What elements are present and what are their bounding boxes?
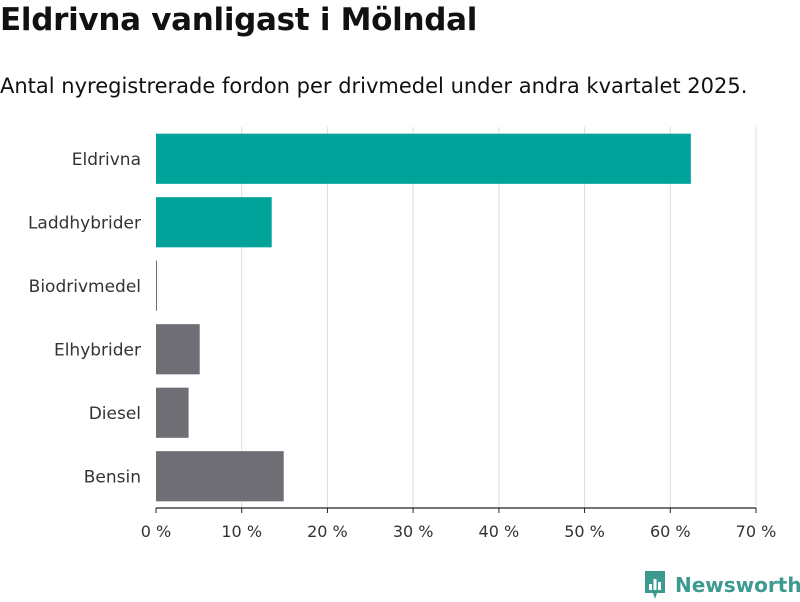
newsworthy-logo: Newsworthy — [643, 568, 800, 602]
bar — [156, 133, 691, 184]
newsworthy-logo-text: Newsworthy — [675, 573, 800, 597]
x-tick-label: 0 % — [141, 522, 171, 541]
bar — [156, 197, 272, 248]
category-label: Laddhybrider — [28, 213, 141, 233]
category-label: Diesel — [89, 404, 141, 424]
category-label: Biodrivmedel — [29, 277, 141, 297]
category-label: Eldrivna — [72, 150, 141, 170]
bar — [156, 387, 189, 438]
x-tick-label: 50 % — [564, 522, 605, 541]
x-tick-label: 70 % — [736, 522, 777, 541]
chart-title: Eldrivna vanligast i Mölndal — [0, 2, 478, 38]
bar — [156, 451, 284, 502]
x-tick-label: 60 % — [650, 522, 691, 541]
x-tick-label: 40 % — [479, 522, 520, 541]
category-label: Bensin — [84, 467, 141, 487]
x-tick-label: 30 % — [393, 522, 434, 541]
x-tick-label: 10 % — [221, 522, 262, 541]
x-tick-label: 20 % — [307, 522, 348, 541]
newsworthy-logo-icon — [645, 571, 665, 599]
chart-subtitle: Antal nyregistrerade fordon per drivmede… — [0, 74, 748, 98]
category-label: Elhybrider — [54, 340, 141, 360]
bar — [156, 260, 157, 311]
bar — [156, 324, 200, 375]
